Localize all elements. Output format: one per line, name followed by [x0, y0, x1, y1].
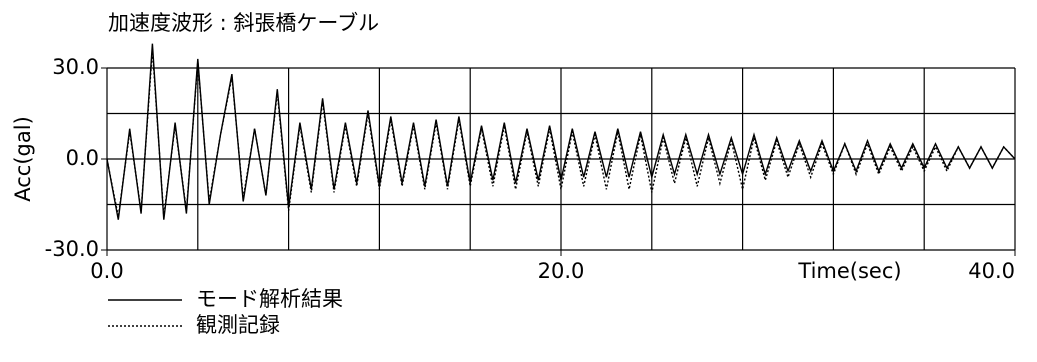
legend-label: モード解析結果	[196, 287, 343, 311]
y-tick-label: -30.0	[45, 237, 99, 261]
y-tick-label: 30.0	[52, 55, 99, 79]
y-axis-label: Acc(gal)	[11, 116, 35, 202]
x-tick-label: 0.0	[90, 259, 123, 283]
x-tick-label: 40.0	[968, 259, 1015, 283]
chart-title: 加速度波形 : 斜張橋ケーブル	[108, 11, 379, 35]
data-line	[106, 49, 1016, 217]
y-tick-label: 0.0	[66, 146, 99, 170]
x-tick-label: 20.0	[538, 259, 585, 283]
x-axis-label: Time(sec)	[797, 259, 901, 283]
legend-label: 観測記録	[196, 313, 280, 337]
